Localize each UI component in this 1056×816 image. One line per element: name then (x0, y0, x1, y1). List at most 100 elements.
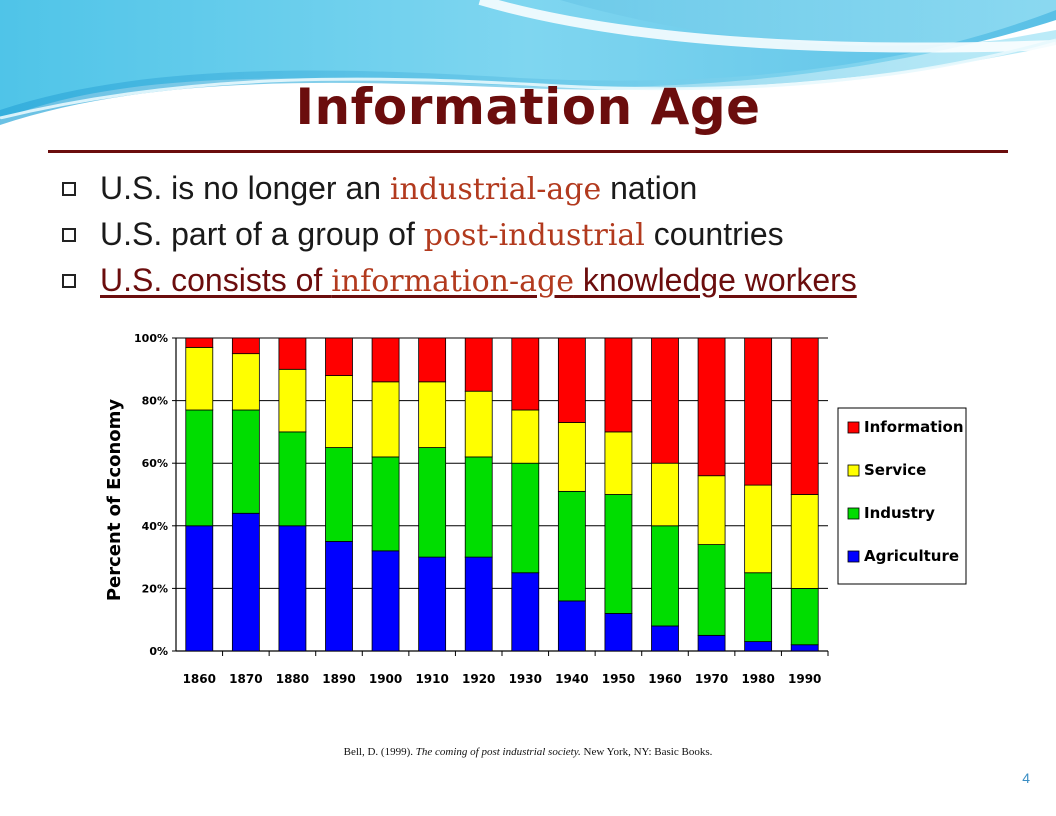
bullet-list: U.S. is no longer an industrial-age nati… (60, 168, 1040, 306)
bar-segment-industry-1890 (325, 447, 353, 542)
bullet-link-text[interactable]: U.S. consists of information-age knowled… (100, 262, 857, 299)
bar-segment-service-1940 (557, 422, 586, 492)
y-axis-label: Percent of Economy (104, 399, 125, 602)
bar-segment-information-1910 (418, 337, 447, 383)
bar-segment-information-1990 (790, 337, 819, 495)
x-tick-label: 1910 (415, 672, 448, 686)
bar-segment-industry-1930 (511, 462, 540, 574)
bar-segment-service-1880 (278, 368, 307, 433)
bullet-text: U.S. part of a group of post-industrial … (100, 216, 784, 253)
bar-segment-information-1860 (185, 337, 214, 348)
y-tick-label: 40% (142, 520, 168, 533)
x-tick-label: 1970 (695, 672, 728, 686)
legend-label-industry: Industry (864, 504, 935, 522)
bar-segment-industry-1870 (231, 409, 260, 514)
square-bullet-icon (62, 182, 76, 196)
bar-segment-information-1980 (744, 337, 773, 486)
legend-label-agriculture: Agriculture (864, 547, 959, 565)
plot-area: 0% 20% 40% 60% 80% 100% 1860 1870 1880 1890 1900 19… (134, 332, 829, 686)
bar-segment-service-1930 (511, 409, 540, 464)
bar-segment-agriculture-1980 (744, 641, 773, 652)
x-tick-label: 1990 (788, 672, 821, 686)
bar-segment-information-1950 (604, 337, 633, 433)
bar-segment-service-1970 (697, 475, 726, 545)
chart-legend: Information Service Industry Agriculture (837, 407, 967, 585)
y-tick-label: 20% (142, 582, 168, 595)
bullet-item[interactable]: U.S. consists of information-age knowled… (60, 260, 1040, 306)
bar-segment-industry-1880 (278, 431, 307, 527)
bar-segment-service-1900 (371, 381, 400, 458)
bar-segment-industry-1940 (557, 490, 586, 602)
legend-swatch-service (847, 464, 860, 477)
legend-swatch-information (847, 421, 860, 434)
bar-segment-agriculture-1960 (651, 625, 679, 652)
page-number: 4 (1022, 770, 1030, 786)
x-tick-label: 1950 (602, 672, 635, 686)
legend-swatch-industry (847, 507, 860, 520)
bar-segment-agriculture-1930 (511, 572, 540, 652)
x-tick-label: 1870 (229, 672, 262, 686)
bar-segment-agriculture-1870 (231, 512, 260, 652)
bar-segment-information-1960 (651, 337, 679, 464)
title-divider (48, 150, 1008, 153)
x-tick-label: 1960 (648, 672, 681, 686)
bar-segment-information-1970 (697, 337, 726, 477)
y-tick-label: 80% (142, 395, 168, 408)
y-tick-label: 60% (142, 457, 168, 470)
x-tick-label: 1890 (322, 672, 355, 686)
citation: Bell, D. (1999). The coming of post indu… (343, 746, 713, 758)
header-wave-decoration (0, 0, 1056, 125)
bar-segment-service-1870 (231, 353, 260, 411)
stacked-bar-chart: 0% 20% 40% 60% 80% 100% 1860 1870 1880 1890 1900 19… (104, 332, 967, 686)
bar-segment-service-1990 (790, 494, 819, 589)
page-title: Information Age (295, 78, 761, 136)
x-tick-label: 1980 (741, 672, 774, 686)
bar-segment-agriculture-1880 (278, 525, 307, 652)
bar-segment-service-1860 (185, 346, 214, 411)
bar-segment-industry-1960 (651, 525, 679, 627)
bullet-item: U.S. is no longer an industrial-age nati… (60, 168, 1040, 214)
bar-segment-industry-1970 (697, 544, 726, 636)
bar-segment-agriculture-1990 (790, 644, 819, 652)
bar-segment-industry-1900 (371, 456, 400, 552)
bullet-text: U.S. is no longer an industrial-age nati… (100, 170, 698, 207)
bar-segment-agriculture-1920 (464, 556, 493, 652)
bar-segment-information-1940 (557, 337, 586, 423)
bar-segment-agriculture-1860 (185, 525, 214, 652)
bar-segment-agriculture-1950 (604, 613, 633, 652)
bar-segment-industry-1990 (790, 587, 819, 646)
bar-segment-service-1890 (325, 375, 353, 448)
x-tick-label: 1880 (276, 672, 309, 686)
bar-segment-industry-1950 (604, 494, 633, 614)
bar-segment-information-1890 (325, 337, 353, 376)
bar-segment-agriculture-1970 (697, 634, 726, 652)
bar-segment-service-1920 (464, 390, 493, 458)
bar-segment-information-1880 (278, 337, 307, 370)
y-tick-label: 100% (134, 332, 168, 345)
square-bullet-icon (62, 228, 76, 242)
square-bullet-icon (62, 274, 76, 288)
bar-segment-agriculture-1910 (418, 556, 447, 652)
x-tick-label: 1940 (555, 672, 588, 686)
bar-segment-industry-1860 (185, 409, 214, 527)
plot-background (176, 338, 828, 651)
x-tick-label: 1900 (369, 672, 402, 686)
bar-segment-information-1870 (231, 337, 260, 355)
bar-segment-service-1980 (744, 484, 773, 574)
bar-segment-agriculture-1900 (371, 550, 400, 652)
bar-segment-service-1910 (418, 381, 447, 448)
bar-segment-industry-1920 (464, 456, 493, 558)
legend-label-service: Service (864, 461, 926, 479)
bullet-item: U.S. part of a group of post-industrial … (60, 214, 1040, 260)
y-tick-label: 0% (149, 645, 168, 658)
bar-segment-industry-1910 (418, 447, 447, 558)
x-tick-label: 1930 (509, 672, 542, 686)
x-tick-label: 1920 (462, 672, 495, 686)
bar-segment-industry-1980 (744, 572, 773, 643)
bar-segment-agriculture-1890 (325, 541, 353, 652)
bar-segment-service-1950 (604, 431, 633, 495)
legend-label-information: Information (864, 418, 964, 436)
bar-segment-information-1920 (464, 337, 493, 392)
legend-swatch-agriculture (847, 550, 860, 563)
bar-segment-information-1930 (511, 337, 540, 411)
